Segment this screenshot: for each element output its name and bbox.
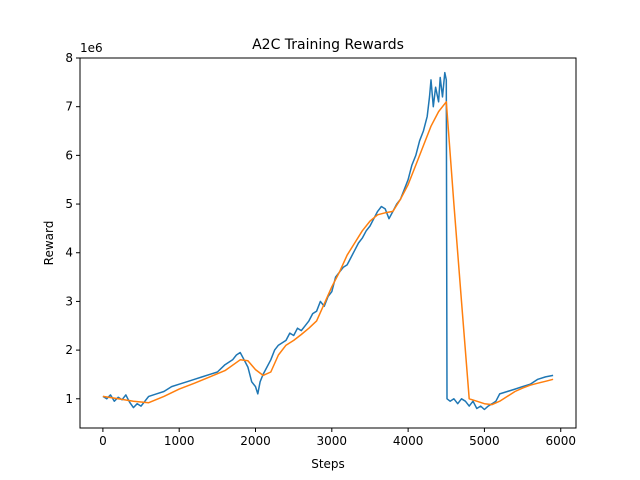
series-layer xyxy=(102,71,554,411)
x-tick-label: 6000 xyxy=(545,434,576,448)
x-tick-label: 4000 xyxy=(393,434,424,448)
x-tick-label: 2000 xyxy=(240,434,271,448)
series-line-1 xyxy=(102,71,554,411)
chart-title: A2C Training Rewards xyxy=(252,37,404,53)
x-axis: 0 1000 2000 3000 4000 5000 6000 xyxy=(99,428,576,448)
y-tick-label: 6 xyxy=(65,148,73,162)
y-axis-scale-label: 1e6 xyxy=(80,41,103,55)
y-tick-label: 8 xyxy=(65,51,73,65)
y-tick-label: 7 xyxy=(65,100,73,114)
x-tick-label: 5000 xyxy=(469,434,500,448)
y-axis: 1 2 3 4 5 6 7 8 xyxy=(65,51,80,406)
x-tick-label: 0 xyxy=(99,434,107,448)
y-tick-label: 4 xyxy=(65,246,73,260)
plot-frame xyxy=(79,57,577,429)
x-tick-label: 1000 xyxy=(164,434,195,448)
series-line-2 xyxy=(102,101,554,406)
x-axis-label: Steps xyxy=(311,457,345,471)
y-tick-label: 1 xyxy=(65,392,73,406)
y-tick-label: 5 xyxy=(65,197,73,211)
y-axis-label: Reward xyxy=(42,221,56,266)
y-tick-label: 2 xyxy=(65,343,73,357)
x-tick-label: 3000 xyxy=(317,434,348,448)
y-tick-label: 3 xyxy=(65,294,73,308)
